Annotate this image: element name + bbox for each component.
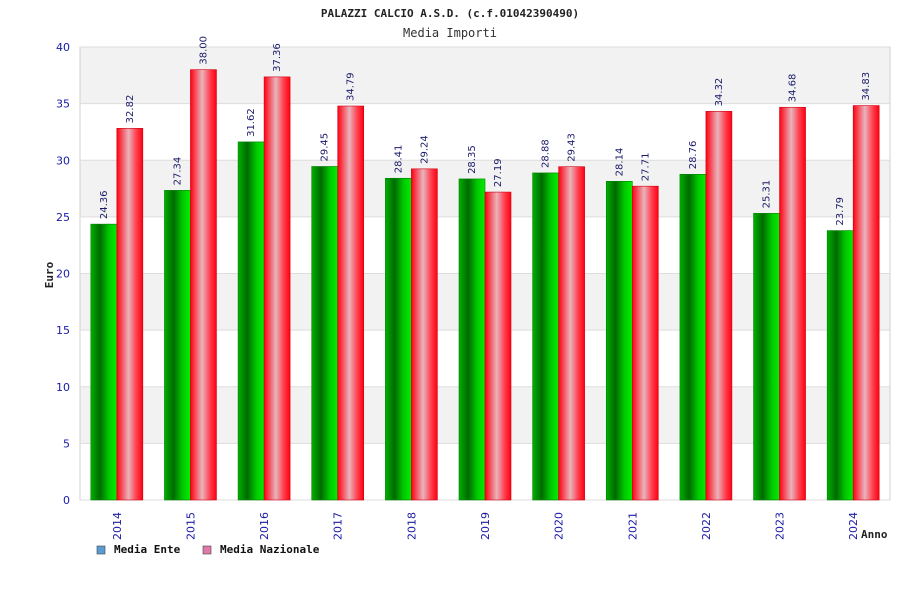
x-tick-label: 2016 — [258, 512, 271, 540]
data-label: 23.79 — [835, 197, 846, 226]
data-label: 34.79 — [346, 72, 357, 101]
legend-swatch-media-ente — [96, 545, 106, 555]
x-tick-label: 2015 — [184, 512, 197, 540]
bar-media-ente-2016 — [237, 141, 265, 501]
legend: Media Ente Media Nazionale — [96, 543, 320, 556]
data-label: 24.36 — [99, 190, 110, 219]
y-axis-ticks: 0 5 10 15 20 25 30 35 40 — [56, 41, 70, 507]
y-tick-label: 35 — [56, 98, 70, 111]
data-label: 25.31 — [762, 180, 773, 209]
data-labels: 24.36 32.82 27.34 38.00 31.62 37.36 29.45 34.79… — [99, 36, 872, 226]
bar-media-ente-2021 — [605, 181, 633, 501]
x-axis-ticks: 2014 2015 2016 2017 2018 2019 2020 2021 2022 2023… — [111, 512, 860, 540]
data-label: 38.00 — [198, 36, 209, 65]
bar-media-nazionale-2015 — [190, 69, 217, 501]
bar-media-nazionale-2014 — [116, 128, 144, 501]
bar-media-ente-2023 — [753, 213, 780, 501]
x-tick-label: 2022 — [700, 512, 713, 540]
data-label: 34.32 — [714, 78, 725, 107]
data-label: 37.36 — [272, 43, 283, 72]
y-tick-label: 5 — [63, 437, 70, 450]
bar-media-nazionale-2023 — [779, 106, 806, 501]
data-label: 27.34 — [172, 157, 183, 186]
chart-title: PALAZZI CALCIO A.S.D. (c.f.01042390490) — [321, 7, 579, 20]
x-tick-label: 2021 — [626, 512, 639, 540]
y-tick-label: 10 — [56, 381, 70, 394]
legend-swatch-media-nazionale — [202, 545, 212, 555]
legend-label-media-nazionale: Media Nazionale — [220, 543, 320, 556]
data-label: 28.76 — [688, 141, 699, 170]
bar-media-nazionale-2024 — [852, 105, 880, 501]
bar-media-nazionale-2022 — [705, 111, 733, 501]
data-label: 27.71 — [640, 153, 651, 182]
chart-subtitle: Media Importi — [403, 26, 497, 40]
y-tick-label: 30 — [56, 154, 70, 167]
data-label: 31.62 — [246, 108, 257, 137]
bar-media-ente-2019 — [458, 178, 486, 501]
bar-media-ente-2018 — [385, 177, 412, 501]
x-tick-label: 2019 — [479, 512, 492, 540]
x-axis-label: Anno — [861, 528, 888, 541]
bar-media-ente-2014 — [90, 223, 118, 501]
bar-media-nazionale-2019 — [484, 191, 512, 501]
bar-media-nazionale-2018 — [411, 168, 438, 501]
x-tick-label: 2024 — [847, 512, 860, 540]
data-label: 29.45 — [320, 133, 331, 162]
bar-media-ente-2022 — [679, 173, 707, 501]
y-tick-label: 40 — [56, 41, 70, 54]
y-tick-label: 25 — [56, 211, 70, 224]
bar-media-ente-2017 — [311, 166, 339, 501]
bar-media-nazionale-2016 — [263, 76, 291, 501]
bar-media-ente-2020 — [532, 172, 559, 501]
y-axis-label: Euro — [43, 261, 56, 288]
bar-media-ente-2024 — [826, 230, 854, 501]
x-tick-label: 2023 — [774, 512, 787, 540]
data-label: 27.19 — [493, 158, 504, 187]
y-tick-label: 0 — [63, 494, 70, 507]
data-label: 34.83 — [861, 72, 872, 101]
y-tick-label: 15 — [56, 324, 70, 337]
data-label: 32.82 — [125, 95, 136, 124]
data-label: 34.68 — [788, 74, 799, 103]
legend-label-media-ente: Media Ente — [114, 543, 181, 556]
bar-media-nazionale-2021 — [631, 185, 659, 501]
data-label: 29.24 — [419, 135, 430, 164]
data-label: 28.14 — [614, 148, 625, 177]
data-label: 28.41 — [393, 145, 404, 174]
bar-media-nazionale-2020 — [558, 166, 585, 501]
data-label: 28.35 — [467, 145, 478, 174]
x-tick-label: 2017 — [332, 512, 345, 540]
bar-media-ente-2015 — [164, 190, 191, 501]
x-tick-label: 2014 — [111, 512, 124, 540]
bar-media-nazionale-2017 — [337, 105, 365, 501]
bars — [90, 69, 880, 501]
x-tick-label: 2020 — [553, 512, 566, 540]
x-tick-label: 2018 — [405, 512, 418, 540]
y-tick-label: 20 — [56, 268, 70, 281]
data-label: 28.88 — [541, 139, 552, 168]
data-label: 29.43 — [567, 133, 578, 162]
